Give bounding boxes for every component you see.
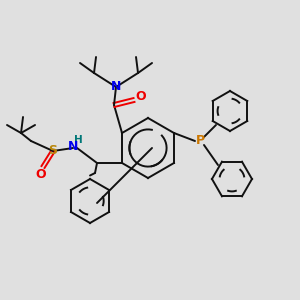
Text: O: O [136,91,146,103]
Text: N: N [68,140,78,152]
Text: P: P [195,134,205,148]
Text: S: S [49,145,58,158]
Text: O: O [36,167,46,181]
Text: H: H [74,135,82,145]
Text: N: N [111,80,121,94]
